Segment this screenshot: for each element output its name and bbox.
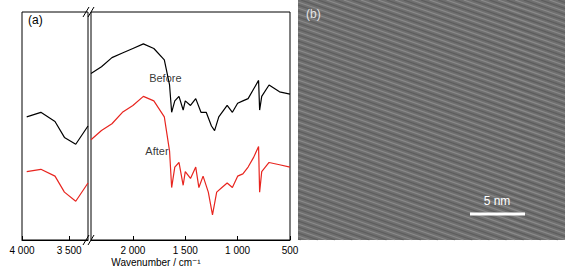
svg-text:(a): (a) (28, 13, 43, 27)
svg-text:After: After (145, 145, 169, 157)
svg-text:1 000: 1 000 (225, 245, 250, 256)
svg-text:5 nm: 5 nm (484, 194, 511, 208)
svg-text:1 500: 1 500 (173, 245, 198, 256)
svg-text:4 000: 4 000 (9, 245, 34, 256)
svg-text:(b): (b) (306, 7, 321, 21)
svg-text:2 000: 2 000 (120, 245, 145, 256)
svg-text:Wavenumber / cm⁻¹: Wavenumber / cm⁻¹ (111, 257, 201, 268)
svg-text:3 500: 3 500 (57, 245, 82, 256)
svg-text:Before: Before (149, 72, 181, 84)
svg-text:500: 500 (282, 245, 299, 256)
